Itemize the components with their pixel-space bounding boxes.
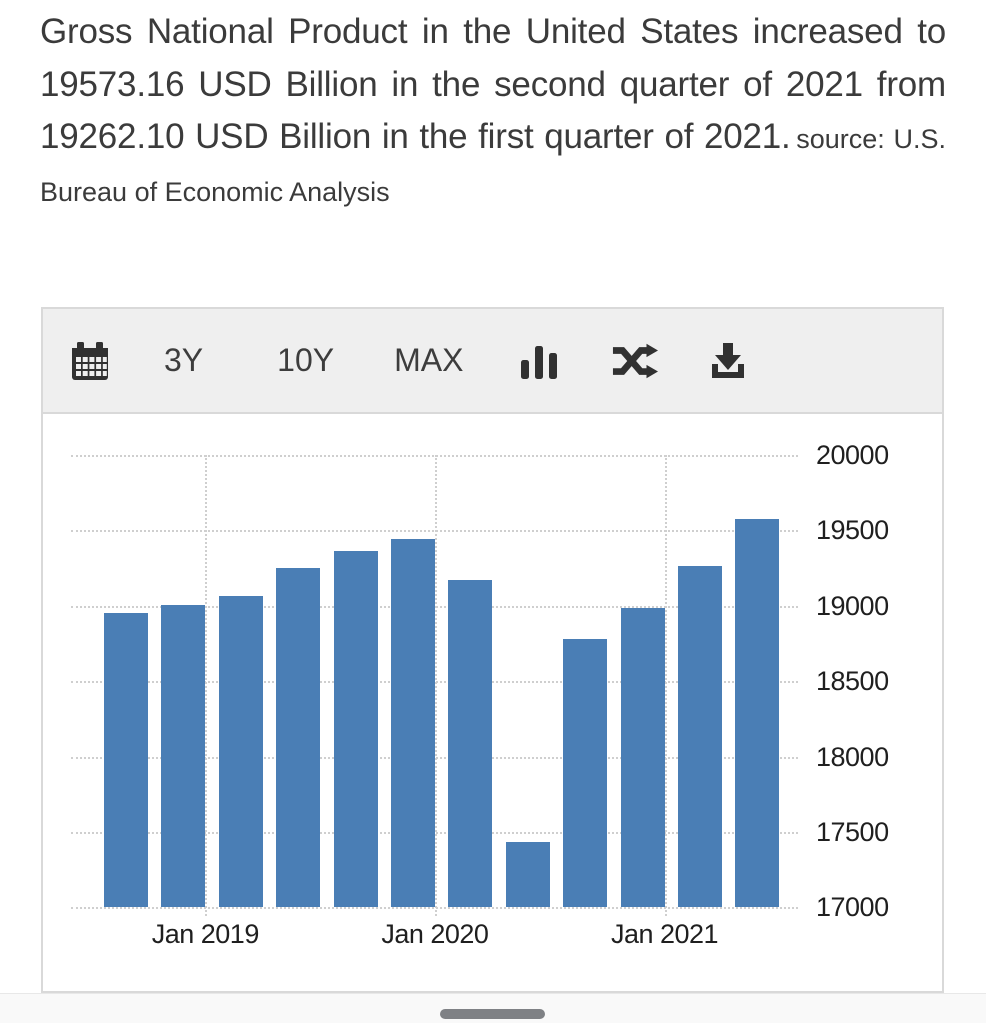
x-gridline	[434, 455, 437, 916]
home-indicator[interactable]	[440, 1009, 545, 1019]
x-gridline	[205, 455, 208, 916]
summary-source: source: U.S. Bureau of Economic Analysis	[40, 124, 946, 207]
y-axis-label: 18500	[816, 666, 889, 697]
range-button-10y[interactable]: 10Y	[277, 342, 335, 378]
bar-chart-type-icon[interactable]	[521, 343, 558, 379]
download-icon[interactable]	[710, 342, 746, 379]
bar-2019-Q3[interactable]	[333, 550, 378, 908]
bar-2019-Q1[interactable]	[218, 596, 263, 908]
bar-2018-Q4[interactable]	[161, 604, 206, 908]
y-axis-label: 18000	[816, 741, 889, 772]
x-gridline	[664, 455, 667, 916]
bar-2018-Q3[interactable]	[104, 613, 148, 908]
bar-2019-Q4[interactable]	[391, 539, 435, 908]
range-button-3y[interactable]: 3Y	[164, 342, 204, 378]
y-gridline	[71, 530, 798, 533]
summary-paragraph: Gross National Product in the United Sta…	[40, 6, 946, 218]
bar-2020-Q3[interactable]	[563, 638, 608, 908]
bar-2021-Q1[interactable]	[678, 566, 722, 908]
y-axis-label: 20000	[816, 440, 889, 470]
range-button-max[interactable]: MAX	[394, 342, 464, 378]
bar-2020-Q4[interactable]	[620, 607, 665, 908]
bar-2020-Q1[interactable]	[448, 580, 493, 908]
summary-main-text: Gross National Product in the United Sta…	[40, 12, 946, 156]
y-gridline	[71, 907, 798, 910]
calendar-icon[interactable]	[72, 341, 108, 380]
chart-area: 17000 17500 18000 18500 19000 19500 20000 Jan 2…	[43, 414, 942, 991]
source-label: source:	[796, 124, 885, 154]
y-axis-label: 19000	[816, 590, 889, 621]
x-axis-label: Jan 2020	[381, 919, 489, 949]
bar-2021-Q2[interactable]	[735, 519, 780, 908]
bar-2020-Q2[interactable]	[505, 842, 550, 908]
source-name: U.S. Bureau of Economic Analysis	[40, 124, 946, 207]
bottom-strip	[0, 993, 986, 1023]
y-axis-label: 17500	[816, 817, 889, 847]
y-gridline	[71, 455, 798, 457]
bar-2019-Q2[interactable]	[276, 567, 321, 908]
chart-toolbar: 3Y 10Y MAX	[43, 309, 942, 414]
chart-panel: 3Y 10Y MAX	[41, 307, 944, 993]
y-axis-label: 17000	[816, 892, 889, 923]
x-axis-label: Jan 2019	[151, 919, 260, 949]
compare-shuffle-icon[interactable]	[612, 343, 659, 379]
x-axis-label: Jan 2021	[610, 919, 719, 949]
y-axis-label: 19500	[816, 515, 889, 546]
